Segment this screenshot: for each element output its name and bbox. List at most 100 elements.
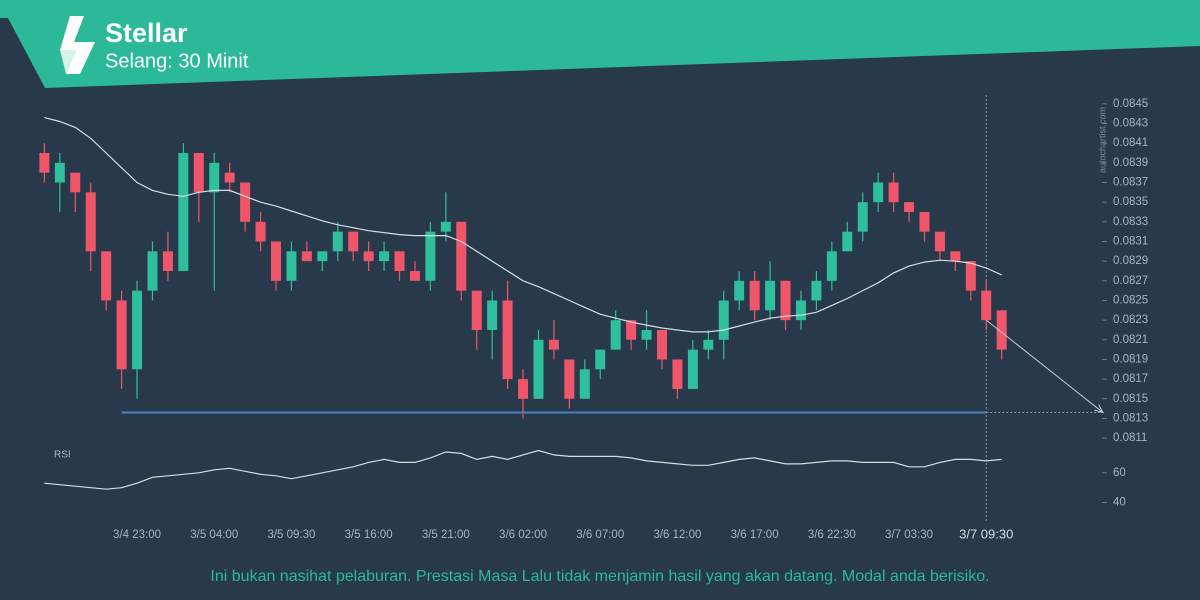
x-tick-label: 3/6 22:30 (808, 529, 856, 541)
y-tick-label: 0.0837 (1113, 177, 1148, 189)
candle-body (657, 329, 667, 360)
candle-body (116, 300, 127, 370)
x-tick-label: 3/5 21:00 (422, 529, 470, 541)
candle-body (132, 290, 143, 370)
candle-body (873, 182, 884, 203)
candle-body (101, 251, 112, 301)
y-tick-label: 0.0835 (1113, 196, 1148, 208)
y-tick-label: 0.0813 (1113, 412, 1148, 424)
candle-body (39, 153, 50, 173)
x-tick-label: 3/5 16:00 (345, 529, 393, 541)
candle-body (518, 379, 529, 399)
y-tick-label: 0.0817 (1113, 373, 1148, 385)
x-tick-label: 3/7 03:30 (885, 529, 933, 541)
candle-body (687, 349, 698, 389)
candle-body (749, 280, 760, 311)
candle-body (672, 359, 683, 389)
x-tick-label: 3/7 09:30 (959, 526, 1013, 541)
logo-shade (60, 50, 76, 74)
candle-body (54, 162, 65, 183)
rsi-line (44, 449, 1002, 490)
rsi-tick-label: 40 (1113, 497, 1126, 509)
rsi-tick-label: 60 (1113, 467, 1126, 479)
candle-body (780, 280, 791, 321)
candle-body (271, 241, 281, 281)
y-tick-label: 0.0825 (1113, 295, 1148, 307)
candle-body (224, 172, 235, 183)
x-tick-label: 3/6 07:00 (576, 529, 624, 541)
candle-body (286, 251, 297, 281)
candle-body (425, 231, 436, 281)
candle-body (394, 251, 405, 271)
candle-body (610, 320, 621, 350)
logo-shape (60, 16, 95, 74)
candle-body (981, 290, 992, 321)
candle-body (471, 290, 482, 330)
candle-body (147, 251, 158, 291)
y-tick-label: 0.0839 (1113, 157, 1148, 169)
candle-body (641, 329, 652, 340)
candle-body (934, 231, 945, 252)
candle-body (409, 270, 420, 281)
candle-body (579, 369, 590, 399)
candle-body (795, 300, 806, 321)
candle-body (626, 320, 637, 340)
candle-body (734, 280, 745, 301)
y-tick-label: 0.0819 (1113, 353, 1148, 365)
candle-body (317, 251, 328, 262)
candle-body (826, 251, 837, 281)
x-tick-label: 3/5 04:00 (190, 529, 238, 541)
forecast-arrowhead (1094, 404, 1105, 414)
forecast-arrow (985, 319, 1104, 413)
candle-body (487, 300, 498, 330)
y-tick-label: 0.0841 (1113, 137, 1148, 149)
x-tick-label: 3/6 12:00 (653, 529, 701, 541)
watermark: autochartist.com (1097, 107, 1107, 173)
candle-body (904, 202, 915, 212)
candle-body (919, 211, 930, 232)
y-tick-label: 0.0833 (1113, 216, 1148, 228)
candle-body (996, 310, 1007, 350)
y-tick-label: 0.0827 (1113, 275, 1148, 287)
candle-body (888, 182, 899, 203)
candle-body (178, 153, 189, 271)
candle-body (209, 162, 220, 193)
candle-body (502, 300, 513, 380)
x-tick-label: 3/4 23:00 (113, 529, 161, 541)
chart-subtitle: Selang: 30 Minit (105, 50, 249, 72)
candle-body (379, 251, 390, 262)
candle-body (765, 280, 776, 311)
candle-body (301, 251, 312, 262)
x-tick-label: 3/5 09:30 (267, 529, 315, 541)
y-tick-label: 0.0823 (1113, 314, 1148, 326)
candle-body (564, 359, 575, 399)
rsi-label: RSI (54, 450, 71, 461)
y-tick-label: 0.0843 (1113, 118, 1148, 130)
candle-body (440, 221, 451, 232)
candle-body (533, 339, 544, 399)
y-tick-label: 0.0821 (1113, 334, 1148, 346)
y-tick-label: 0.0831 (1113, 236, 1148, 248)
candle-body (255, 221, 266, 242)
candle-body (363, 251, 374, 262)
moving-average (44, 117, 1002, 333)
chart-title: Stellar (105, 18, 188, 48)
y-tick-label: 0.0815 (1113, 393, 1148, 405)
candle-body (456, 221, 467, 291)
candle-body (548, 339, 559, 350)
candle-body (842, 231, 853, 252)
y-tick-label: 0.0845 (1113, 98, 1148, 110)
candle-body (162, 251, 173, 271)
candle-body (703, 339, 714, 350)
candle-body (595, 349, 606, 370)
logo (60, 16, 95, 74)
x-tick-label: 3/6 02:00 (499, 529, 547, 541)
candle-body (950, 251, 961, 262)
candle-body (332, 231, 343, 252)
candle-body (348, 231, 359, 252)
candle-body (965, 261, 976, 291)
x-tick-label: 3/6 17:00 (731, 529, 779, 541)
